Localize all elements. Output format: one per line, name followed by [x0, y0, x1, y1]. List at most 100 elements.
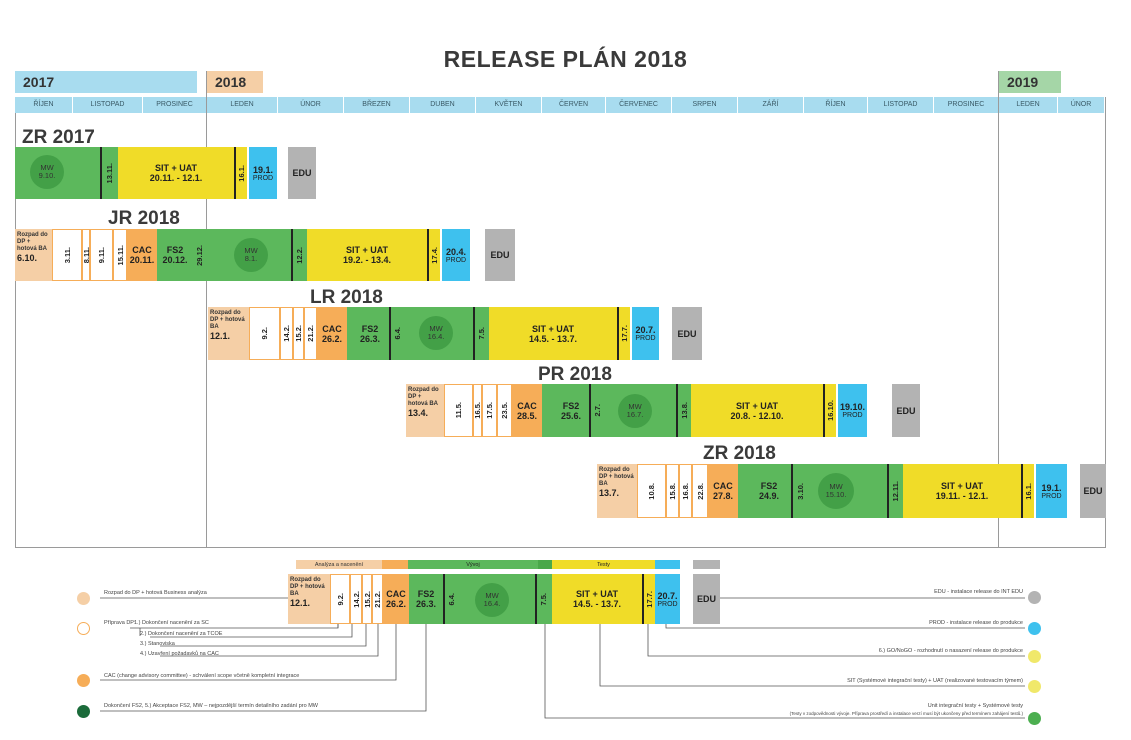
legend-prep-4: 21.2. [372, 574, 383, 624]
jr2018-prep-3: 9.11. [90, 229, 113, 281]
zr2018-edu: EDU [1080, 464, 1106, 518]
zr2017-gonogo-line [234, 147, 236, 199]
release-name-lr2018: LR 2018 [310, 287, 383, 308]
jr2018-rozpad: Rozpad do DP + hotová BA 6.10. [15, 229, 52, 281]
zr2018-prep-3: 16.8. [679, 464, 692, 518]
month-duben-2018: DUBEN [410, 97, 476, 113]
zr2017-prod: 19.1. PROD [249, 147, 277, 199]
legend-phase-unit [538, 560, 552, 569]
month-listopad-2017: LISTOPAD [73, 97, 143, 113]
month-cerven-2018: ČERVEN [542, 97, 606, 113]
legend-dot-unit [1028, 712, 1041, 725]
lr2018-gonogo-line [617, 307, 619, 360]
jr2018-dev-bar [157, 229, 307, 281]
jr2018-gonogo: 17.4. [429, 229, 440, 281]
lr2018-fs2: FS2 26.3. [359, 323, 381, 344]
release-name-zr2018: ZR 2018 [703, 443, 776, 464]
legend-edu: EDU [693, 574, 720, 624]
jr2018-sit: SIT + UAT 19.2. - 13.4. [307, 229, 427, 281]
legend-text-unit-note: (Testy v zodpovědnosti vývoje. Příprava … [789, 711, 1023, 716]
zr2018-prep-4: 22.8. [692, 464, 708, 518]
legend-text-edu: EDU - instalace release do INT EDU [934, 589, 1023, 595]
pr2018-sit: SIT + UAT 20.8. - 12.10. [691, 384, 823, 437]
release-name-pr2018: PR 2018 [538, 364, 612, 385]
pr2018-gonogo-line [823, 384, 825, 437]
legend-dot-gonogo [1028, 650, 1041, 663]
legend-phase-tests: Testy [552, 560, 655, 569]
jr2018-mw-circle: MW 8.1. [234, 238, 268, 272]
lr2018-accept-line [389, 307, 391, 360]
legend-text-priprava: Příprava DP: [104, 620, 136, 626]
month-rijen-2017: ŘÍJEN [15, 97, 73, 113]
legend-text-gonogo: 6.) GO/NoGO - rozhodnutí o nasazení rele… [878, 648, 1023, 654]
zr2018-sit: SIT + UAT 19.11. - 12.1. [903, 464, 1021, 518]
legend-fs2: FS2 26.3. [415, 589, 437, 609]
zr2018-prod: 19.1. PROD [1036, 464, 1067, 518]
pr2018-prep-4: 23.5. [497, 384, 512, 437]
pr2018-prep-3: 17.5. [482, 384, 497, 437]
lr2018-rozpad: Rozpad do DP + hotová BA 12.1. [208, 307, 249, 360]
zr2017-gonogo: 16.1. [236, 147, 247, 199]
month-brezen-2018: BŘEZEN [344, 97, 410, 113]
pr2018-freeze-line [676, 384, 678, 437]
pr2018-gonogo: 16.10. [825, 384, 836, 437]
legend-dot-cac [77, 674, 90, 687]
pr2018-edu: EDU [892, 384, 920, 437]
legend-phase-dev: Vývoj [408, 560, 538, 569]
legend-phase-edu [693, 560, 720, 569]
year-2017: 2017 [15, 71, 197, 93]
pr2018-accept-line [589, 384, 591, 437]
legend-dot-priprava [77, 622, 90, 635]
month-kveten-2018: KVĚTEN [476, 97, 542, 113]
legend-text-dokonceni: Dokončení FS2, 5.) Akceptace FS2, MW – n… [104, 703, 318, 709]
divider-2017-2018 [206, 71, 207, 548]
jr2018-fs2: FS2 20.12. [162, 245, 188, 265]
legend-phase-analysis-cac [382, 560, 408, 569]
month-leden-2018: LEDEN [207, 97, 278, 113]
legend-mw-circle: MW 16.4. [475, 583, 509, 617]
jr2018-prep-1: 3.11. [52, 229, 82, 281]
release-name-jr2018: JR 2018 [108, 208, 180, 229]
lr2018-freeze-line [473, 307, 475, 360]
lr2018-mw-circle: MW 16.4. [419, 316, 453, 350]
legend-dot-edu [1028, 591, 1041, 604]
legend-prep-3: 15.2. [362, 574, 372, 624]
zr2018-mw-circle: MW 15.10. [818, 473, 854, 509]
jr2018-prep-2: 8.11. [82, 229, 90, 281]
lr2018-gonogo: 17.7. [619, 307, 630, 360]
month-srpen-2018: SRPEN [672, 97, 738, 113]
legend-text-priprava-2: 2.) Dokončení nacenění za TCOE [140, 631, 223, 637]
pr2018-fs2: FS2 25.6. [560, 400, 582, 421]
legend-text-priprava-1: 1.) Dokončení nacenění za SC [134, 620, 209, 626]
lr2018-edu: EDU [672, 307, 702, 360]
divider-2018-2019 [998, 71, 999, 548]
legend-text-rozpad: Rozpad do DP + hotová Business analýza [104, 590, 207, 596]
legend-dot-rozpad [77, 592, 90, 605]
legend-cac: CAC 26.2. [383, 574, 409, 624]
jr2018-prep-4: 15.11. [113, 229, 127, 281]
jr2018-gonogo-line [427, 229, 429, 281]
zr2018-gonogo-line [1021, 464, 1023, 518]
zr2017-mw-circle: MW 9.10. [30, 155, 64, 189]
lr2018-prep-1: 9.2. [249, 307, 280, 360]
legend-prep-2: 14.2. [350, 574, 362, 624]
month-unor-2018: ÚNOR [278, 97, 344, 113]
legend-text-prod: PROD - instalace release do produkce [929, 620, 1023, 626]
release-name-zr2017: ZR 2017 [22, 127, 95, 148]
jr2018-cac: CAC 20.11. [127, 229, 157, 281]
zr2017-edu: EDU [288, 147, 316, 199]
month-leden-2019: LEDEN [999, 97, 1058, 113]
lr2018-prep-2: 14.2. [280, 307, 293, 360]
year-2019: 2019 [999, 71, 1061, 93]
legend-gonogo: 17.7. [644, 574, 655, 624]
zr2017-sit: SIT + UAT 20.11. - 12.1. [118, 147, 234, 199]
pr2018-prep-2: 16.5. [473, 384, 482, 437]
legend-text-sit: SIT (Systémové integrační testy) + UAT (… [847, 678, 1023, 684]
month-rijen-2018: ŘÍJEN [804, 97, 868, 113]
legend-gonogo-line [642, 574, 644, 624]
frame-bottom [15, 547, 1106, 548]
legend-text-priprava-4: 4.) Uzavření požadavků na CAC [140, 651, 219, 657]
zr2018-cac: CAC 27.8. [708, 464, 738, 518]
month-unor-2019: ÚNOR [1058, 97, 1105, 113]
